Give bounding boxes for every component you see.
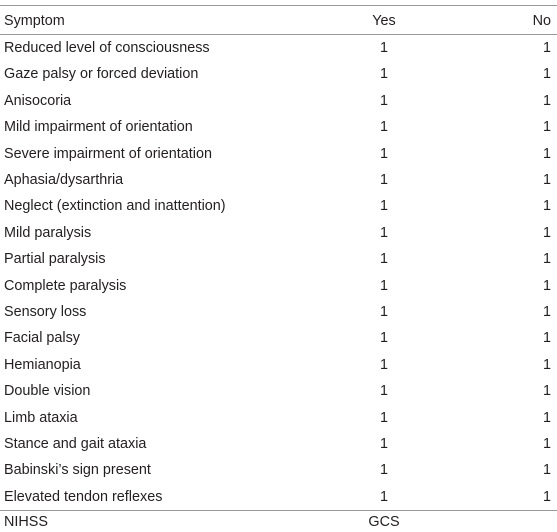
- cell-yes: 1: [379, 409, 388, 426]
- cell-symptom: Stance and gait ataxia: [4, 436, 147, 452]
- footer-gcs: GCS: [368, 514, 400, 530]
- cell-yes: 1: [379, 330, 388, 347]
- cell-no: 1: [542, 383, 551, 400]
- cell-yes: 1: [379, 356, 388, 373]
- table-row: Elevated tendon reflexes 1 1: [0, 484, 557, 510]
- cell-no: 1: [542, 462, 551, 479]
- cell-no: 1: [542, 198, 551, 215]
- table-bottom-rule: [0, 510, 557, 511]
- cell-symptom: Elevated tendon reflexes: [4, 488, 163, 505]
- cell-symptom: Double vision: [4, 383, 91, 400]
- cell-symptom: Aphasia/dysarthria: [4, 172, 124, 188]
- cell-yes: 1: [379, 40, 388, 56]
- footer-nihss: NIHSS: [4, 514, 48, 530]
- table-row: Anisocoria 1 1: [0, 88, 557, 114]
- table-row: Mild paralysis 1 1: [0, 220, 557, 246]
- cell-no: 1: [542, 356, 551, 373]
- cell-symptom: Mild impairment of orientation: [4, 119, 193, 136]
- cell-no: 1: [542, 488, 551, 505]
- cell-yes: 1: [379, 251, 388, 268]
- cell-no: 1: [542, 304, 551, 320]
- table-row: Hemianopia 1 1: [0, 352, 557, 378]
- cell-yes: 1: [379, 462, 388, 479]
- table-header-rule: [0, 34, 557, 35]
- header-yes: Yes: [372, 13, 396, 29]
- cell-yes: 1: [379, 383, 388, 400]
- cell-no: 1: [542, 251, 551, 268]
- table-row: Severe impairment of orientation 1 1: [0, 141, 557, 167]
- cell-yes: 1: [379, 145, 388, 162]
- table-row: Stance and gait ataxia 1 1: [0, 431, 557, 457]
- cell-no: 1: [542, 172, 551, 188]
- cell-no: 1: [542, 40, 551, 56]
- cell-no: 1: [542, 92, 551, 109]
- table-row: Sensory loss 1 1: [0, 299, 557, 325]
- table-row: Mild impairment of orientation 1 1: [0, 114, 557, 140]
- cell-yes: 1: [379, 92, 388, 109]
- table-row: Facial palsy 1 1: [0, 325, 557, 351]
- cell-symptom: Anisocoria: [4, 92, 72, 109]
- table-header-row: Symptom Yes No: [0, 8, 557, 34]
- table-top-rule: [0, 5, 557, 6]
- cell-symptom: Babinski’s sign present: [4, 462, 151, 479]
- table-row: Neglect (extinction and inattention) 1 1: [0, 193, 557, 219]
- table-row: Reduced level of consciousness 1 1: [0, 35, 557, 61]
- cell-no: 1: [542, 119, 551, 136]
- cell-symptom: Limb ataxia: [4, 409, 78, 426]
- cell-symptom: Sensory loss: [4, 304, 87, 320]
- cell-symptom: Partial paralysis: [4, 251, 106, 268]
- cell-yes: 1: [379, 488, 388, 505]
- cell-yes: 1: [379, 119, 388, 136]
- cell-symptom: Gaze palsy or forced deviation: [4, 66, 199, 83]
- header-symptom: Symptom: [4, 13, 65, 29]
- cell-symptom: Neglect (extinction and inattention): [4, 198, 226, 215]
- cell-yes: 1: [379, 66, 388, 83]
- cell-yes: 1: [379, 304, 388, 320]
- cell-symptom: Severe impairment of orientation: [4, 145, 212, 162]
- table-row: Double vision 1 1: [0, 378, 557, 404]
- cell-symptom: Reduced level of consciousness: [4, 40, 210, 56]
- cell-yes: 1: [379, 224, 388, 241]
- table-row: Limb ataxia 1 1: [0, 405, 557, 431]
- cell-no: 1: [542, 277, 551, 294]
- table-row: Complete paralysis 1 1: [0, 273, 557, 299]
- cell-yes: 1: [379, 436, 388, 452]
- table-row: Gaze palsy or forced deviation 1 1: [0, 61, 557, 87]
- table-row: Partial paralysis 1 1: [0, 246, 557, 272]
- cell-no: 1: [542, 66, 551, 83]
- cell-no: 1: [542, 330, 551, 347]
- cell-no: 1: [542, 145, 551, 162]
- cell-symptom: Facial palsy: [4, 330, 80, 347]
- table-row: Aphasia/dysarthria 1 1: [0, 167, 557, 193]
- cell-symptom: Hemianopia: [4, 356, 81, 373]
- cell-no: 1: [542, 224, 551, 241]
- cell-no: 1: [542, 409, 551, 426]
- cell-symptom: Mild paralysis: [4, 224, 92, 241]
- cell-yes: 1: [379, 198, 388, 215]
- cell-symptom: Complete paralysis: [4, 277, 127, 294]
- table-row: Babinski’s sign present 1 1: [0, 457, 557, 483]
- cell-yes: 1: [379, 277, 388, 294]
- cell-no: 1: [542, 436, 551, 452]
- cell-yes: 1: [379, 172, 388, 188]
- header-no: No: [532, 13, 551, 29]
